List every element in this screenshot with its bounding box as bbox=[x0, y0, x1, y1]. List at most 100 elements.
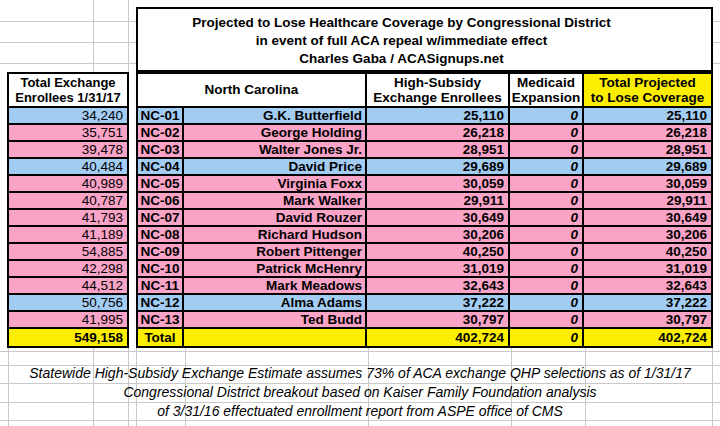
footnote-line: of 3/31/16 effectuated enrollment report… bbox=[0, 402, 720, 421]
medicaid-cell: 0 bbox=[510, 261, 584, 278]
total-coverage-cell: 29,911 bbox=[584, 193, 711, 210]
exchange-enrollees-cell: 35,751 bbox=[9, 125, 127, 142]
rep-name-cell: Virginia Foxx bbox=[184, 176, 367, 193]
left-header-line: Enrollees 1/31/17 bbox=[15, 90, 121, 106]
total-coverage-cell: 28,951 bbox=[584, 142, 711, 159]
high-subsidy-cell: 26,218 bbox=[367, 125, 510, 142]
rep-name-cell: David Price bbox=[184, 159, 367, 176]
title-line: in event of full ACA repeal w/immediate … bbox=[138, 32, 665, 50]
medicaid-cell: 0 bbox=[510, 193, 584, 210]
total-high-subsidy-cell: 402,724 bbox=[367, 329, 510, 346]
exchange-enrollees-cell: 50,756 bbox=[9, 295, 127, 312]
district-cell: NC-08 bbox=[138, 227, 184, 244]
title-line: Charles Gaba / ACASignups.net bbox=[138, 50, 665, 68]
total-row-empty-cell bbox=[184, 329, 367, 346]
high-subsidy-cell: 28,951 bbox=[367, 142, 510, 159]
rep-name-cell: Alma Adams bbox=[184, 295, 367, 312]
grid-line bbox=[0, 351, 720, 352]
header-line: Total Projected bbox=[599, 75, 696, 91]
exchange-enrollees-cell: 34,240 bbox=[9, 108, 127, 125]
medicaid-cell: 0 bbox=[510, 125, 584, 142]
high-subsidy-cell: 30,649 bbox=[367, 210, 510, 227]
high-subsidy-header-cell: High-Subsidy Exchange Enrollees bbox=[367, 74, 510, 108]
footnote: Statewide High-Subsidy Exchange Estimate… bbox=[0, 364, 720, 421]
rep-name-cell: Patrick McHenry bbox=[184, 261, 367, 278]
footnote-line: Statewide High-Subsidy Exchange Estimate… bbox=[0, 364, 720, 383]
high-subsidy-cell: 30,059 bbox=[367, 176, 510, 193]
district-cell: NC-13 bbox=[138, 312, 184, 329]
header-line: Medicaid bbox=[517, 75, 575, 91]
medicaid-cell: 0 bbox=[510, 227, 584, 244]
exchange-enrollees-cell: 54,885 bbox=[9, 244, 127, 261]
high-subsidy-cell: 29,689 bbox=[367, 159, 510, 176]
title-line: Projected to Lose Healthcare Coverage by… bbox=[138, 14, 665, 32]
medicaid-cell: 0 bbox=[510, 312, 584, 329]
high-subsidy-cell: 30,206 bbox=[367, 227, 510, 244]
state-header-cell: North Carolina bbox=[138, 74, 367, 108]
medicaid-cell: 0 bbox=[510, 108, 584, 125]
medicaid-cell: 0 bbox=[510, 295, 584, 312]
total-coverage-cell: 30,797 bbox=[584, 312, 711, 329]
rep-name-cell: Richard Hudson bbox=[184, 227, 367, 244]
footnote-line: Congressional District breakout based on… bbox=[0, 383, 720, 402]
exchange-enrollees-cell: 42,298 bbox=[9, 261, 127, 278]
rep-name-cell: Ted Budd bbox=[184, 312, 367, 329]
district-cell: NC-09 bbox=[138, 244, 184, 261]
rep-name-cell: G.K. Butterfield bbox=[184, 108, 367, 125]
medicaid-cell: 0 bbox=[510, 210, 584, 227]
header-line: Exchange Enrollees bbox=[373, 90, 501, 106]
district-cell: NC-06 bbox=[138, 193, 184, 210]
exchange-enrollees-cell: 40,989 bbox=[9, 176, 127, 193]
spreadsheet-canvas: Projected to Lose Healthcare Coverage by… bbox=[0, 0, 720, 426]
exchange-enrollees-total-cell: 549,158 bbox=[9, 329, 127, 346]
medicaid-cell: 0 bbox=[510, 159, 584, 176]
district-cell: NC-03 bbox=[138, 142, 184, 159]
district-cell: NC-02 bbox=[138, 125, 184, 142]
district-cell: NC-12 bbox=[138, 295, 184, 312]
district-cell: NC-05 bbox=[138, 176, 184, 193]
total-coverage-cell: 37,222 bbox=[584, 295, 711, 312]
grid-line bbox=[93, 0, 94, 72]
left-enrollees-column: Total Exchange Enrollees 1/31/17 34,240 … bbox=[7, 72, 129, 348]
rep-name-cell: Walter Jones Jr. bbox=[184, 142, 367, 159]
high-subsidy-cell: 32,643 bbox=[367, 278, 510, 295]
exchange-enrollees-cell: 41,995 bbox=[9, 312, 127, 329]
left-header-line: Total Exchange bbox=[20, 75, 115, 91]
header-line: to Lose Coverage bbox=[591, 90, 704, 106]
total-coverage-cell: 29,689 bbox=[584, 159, 711, 176]
rep-name-cell: George Holding bbox=[184, 125, 367, 142]
medicaid-cell: 0 bbox=[510, 278, 584, 295]
medicaid-cell: 0 bbox=[510, 176, 584, 193]
total-coverage-cell: 30,649 bbox=[584, 210, 711, 227]
header-line: High-Subsidy bbox=[394, 75, 481, 91]
medicaid-header-cell: Medicaid Expansion bbox=[510, 74, 584, 108]
total-coverage-cell: 26,218 bbox=[584, 125, 711, 142]
high-subsidy-cell: 31,019 bbox=[367, 261, 510, 278]
exchange-enrollees-cell: 41,189 bbox=[9, 227, 127, 244]
high-subsidy-cell: 29,911 bbox=[367, 193, 510, 210]
high-subsidy-cell: 30,797 bbox=[367, 312, 510, 329]
exchange-enrollees-cell: 40,484 bbox=[9, 159, 127, 176]
left-column-header: Total Exchange Enrollees 1/31/17 bbox=[9, 74, 127, 108]
total-coverage-cell: 30,206 bbox=[584, 227, 711, 244]
rep-name-cell: Mark Walker bbox=[184, 193, 367, 210]
total-coverage-total-cell: 402,724 bbox=[584, 329, 711, 346]
total-coverage-cell: 31,019 bbox=[584, 261, 711, 278]
exchange-enrollees-cell: 40,787 bbox=[9, 193, 127, 210]
total-coverage-cell: 32,643 bbox=[584, 278, 711, 295]
rep-name-cell: Mark Meadows bbox=[184, 278, 367, 295]
high-subsidy-cell: 25,110 bbox=[367, 108, 510, 125]
grid-line bbox=[128, 0, 129, 72]
high-subsidy-cell: 37,222 bbox=[367, 295, 510, 312]
total-row-label-cell: Total bbox=[138, 329, 184, 346]
total-coverage-cell: 25,110 bbox=[584, 108, 711, 125]
district-cell: NC-04 bbox=[138, 159, 184, 176]
high-subsidy-cell: 40,250 bbox=[367, 244, 510, 261]
district-cell: NC-01 bbox=[138, 108, 184, 125]
exchange-enrollees-cell: 44,512 bbox=[9, 278, 127, 295]
header-line: Expansion bbox=[512, 90, 580, 106]
district-table: North Carolina High-Subsidy Exchange Enr… bbox=[136, 72, 713, 348]
title-box: Projected to Lose Healthcare Coverage by… bbox=[136, 7, 713, 72]
total-coverage-cell: 40,250 bbox=[584, 244, 711, 261]
medicaid-cell: 0 bbox=[510, 244, 584, 261]
